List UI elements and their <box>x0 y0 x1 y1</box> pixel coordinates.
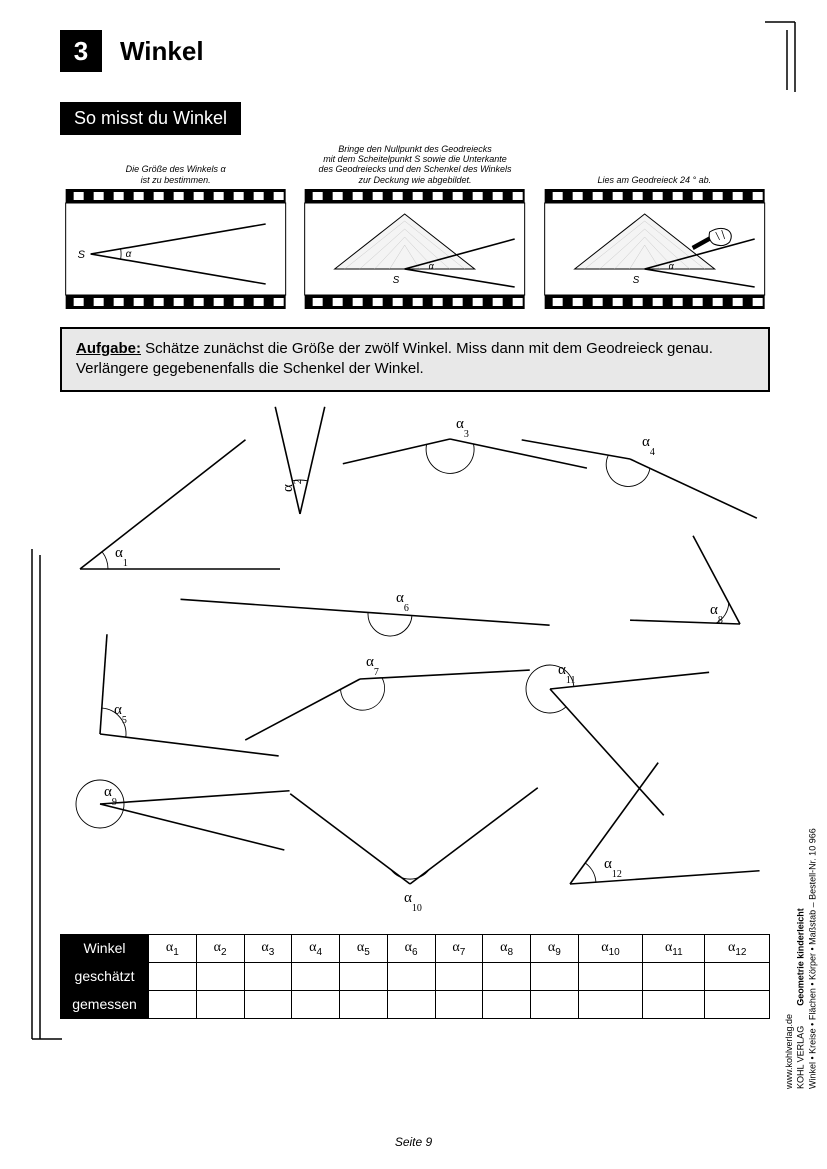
svg-text:α4: α4 <box>642 434 655 458</box>
svg-text:α10: α10 <box>404 890 422 914</box>
svg-text:α6: α6 <box>396 590 409 614</box>
step-1-caption: Die Größe des Winkels αist zu bestimmen. <box>126 143 226 189</box>
angle-α5: α5 <box>100 634 279 756</box>
side-sub: Winkel • Kreise • Flächen • Körper • Maß… <box>807 828 817 1089</box>
col-header-3: α4 <box>292 934 340 962</box>
corner-mark-bl <box>24 549 64 1049</box>
cell-2-6[interactable] <box>435 990 483 1018</box>
cell-2-5[interactable] <box>387 990 435 1018</box>
chapter-number: 3 <box>60 30 102 72</box>
cell-1-5[interactable] <box>387 962 435 990</box>
chapter-title: Winkel <box>120 36 204 67</box>
col-header-11: α12 <box>705 934 770 962</box>
angle-α11: α11 <box>526 662 709 815</box>
step-3-frame: S α <box>539 189 770 309</box>
cell-1-0[interactable] <box>149 962 197 990</box>
angle-α4: α4 <box>522 434 757 518</box>
col-header-1: α2 <box>196 934 244 962</box>
side-title: Geometrie kinderleicht <box>796 908 806 1006</box>
cell-1-7[interactable] <box>483 962 531 990</box>
angle-α7: α7 <box>245 654 530 740</box>
svg-text:α5: α5 <box>114 702 127 726</box>
cell-2-7[interactable] <box>483 990 531 1018</box>
cell-1-10[interactable] <box>643 962 705 990</box>
cell-2-9[interactable] <box>578 990 642 1018</box>
col-header-0: α1 <box>149 934 197 962</box>
cell-2-8[interactable] <box>531 990 579 1018</box>
cell-1-8[interactable] <box>531 962 579 990</box>
svg-text:α7: α7 <box>366 654 379 678</box>
svg-text:α11: α11 <box>558 662 576 686</box>
cell-2-11[interactable] <box>705 990 770 1018</box>
col-header-5: α6 <box>387 934 435 962</box>
cell-1-11[interactable] <box>705 962 770 990</box>
angle-α10: α10 <box>290 787 538 913</box>
svg-text:α12: α12 <box>604 856 622 880</box>
svg-text:α8: α8 <box>710 602 723 626</box>
side-url: www.kohlverlag.de <box>784 1014 794 1089</box>
col-header-7: α8 <box>483 934 531 962</box>
cell-1-3[interactable] <box>292 962 340 990</box>
step-1-frame: S α <box>60 189 291 309</box>
angle-α9: α9 <box>76 780 290 850</box>
step-3: Lies am Geodreieck 24 ° ab. <box>539 143 770 309</box>
side-publisher: KOHL VERLAG <box>796 1026 806 1089</box>
cell-2-3[interactable] <box>292 990 340 1018</box>
col-header-8: α9 <box>531 934 579 962</box>
angle-α2: α2 <box>275 406 324 513</box>
cell-1-2[interactable] <box>244 962 292 990</box>
angle-area: α1 α2 α3 α4 α5 α6 α7 α8 α9 α10 α11 α12 <box>60 404 770 924</box>
angle-α1: α1 <box>80 439 280 568</box>
angle-α8: α8 <box>630 535 740 625</box>
svg-text:α: α <box>429 261 435 271</box>
col-header-10: α11 <box>643 934 705 962</box>
step-3-caption: Lies am Geodreieck 24 ° ab. <box>597 143 711 189</box>
svg-text:S: S <box>78 249 86 261</box>
task-text: Schätze zunächst die Größe der zwölf Win… <box>76 340 713 377</box>
col-header-2: α3 <box>244 934 292 962</box>
cell-2-10[interactable] <box>643 990 705 1018</box>
row-header-1: geschätzt <box>61 962 149 990</box>
svg-text:S: S <box>632 275 639 286</box>
svg-text:S: S <box>393 275 400 286</box>
task-box: Aufgabe: Schätze zunächst die Größe der … <box>60 327 770 392</box>
row-header-0: Winkel <box>61 934 149 962</box>
chapter-header: 3 Winkel <box>60 30 770 72</box>
cell-2-1[interactable] <box>196 990 244 1018</box>
step-2-caption: Bringe den Nullpunkt des Geodreiecksmit … <box>318 143 511 189</box>
col-header-9: α10 <box>578 934 642 962</box>
side-text: www.kohlverlag.de KOHL VERLAG Geometrie … <box>784 589 819 1089</box>
lesson-banner: So misst du Winkel <box>60 102 241 135</box>
col-header-6: α7 <box>435 934 483 962</box>
cell-2-4[interactable] <box>340 990 388 1018</box>
cell-2-0[interactable] <box>149 990 197 1018</box>
page-number: Seite 9 <box>0 1135 827 1149</box>
steps-row: Die Größe des Winkels αist zu bestimmen.… <box>60 143 770 309</box>
angle-α12: α12 <box>570 762 760 883</box>
angle-svg: α1 α2 α3 α4 α5 α6 α7 α8 α9 α10 α11 α12 <box>60 404 770 924</box>
cell-1-9[interactable] <box>578 962 642 990</box>
results-table: Winkelα1α2α3α4α5α6α7α8α9α10α11α12 geschät… <box>60 934 770 1019</box>
cell-1-6[interactable] <box>435 962 483 990</box>
angle-α6: α6 <box>181 590 550 636</box>
svg-text:α: α <box>668 261 674 271</box>
step-2: Bringe den Nullpunkt des Geodreiecksmit … <box>299 143 530 309</box>
svg-text:α: α <box>126 249 132 260</box>
step-2-frame: S α <box>299 189 530 309</box>
task-label: Aufgabe: <box>76 340 141 357</box>
cell-1-4[interactable] <box>340 962 388 990</box>
step-1: Die Größe des Winkels αist zu bestimmen.… <box>60 143 291 309</box>
col-header-4: α5 <box>340 934 388 962</box>
cell-1-1[interactable] <box>196 962 244 990</box>
svg-text:α3: α3 <box>456 416 469 440</box>
svg-text:α1: α1 <box>115 545 128 569</box>
cell-2-2[interactable] <box>244 990 292 1018</box>
svg-text:α2: α2 <box>280 479 304 492</box>
row-header-2: gemessen <box>61 990 149 1018</box>
